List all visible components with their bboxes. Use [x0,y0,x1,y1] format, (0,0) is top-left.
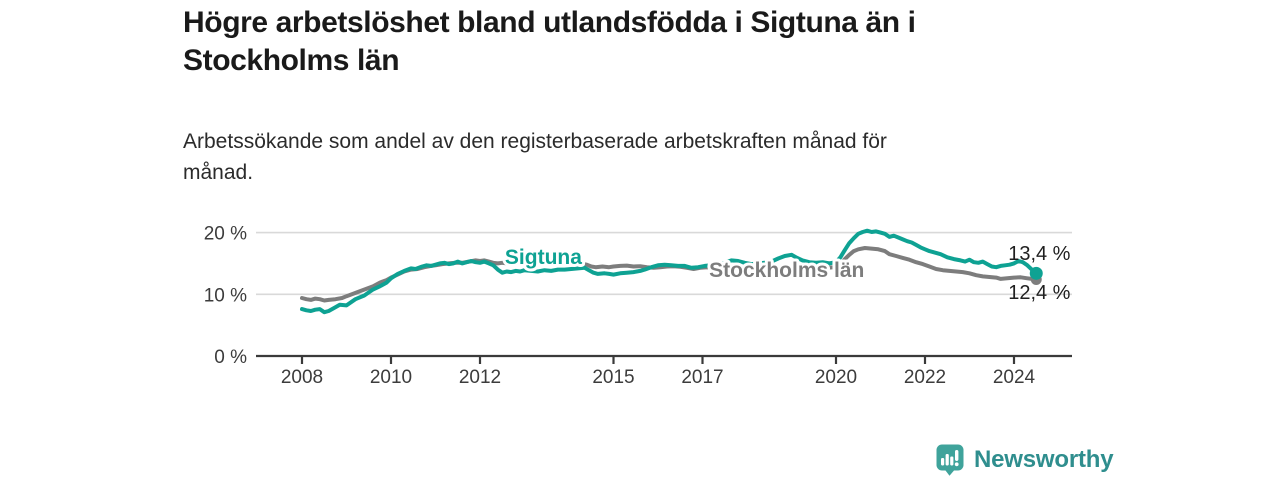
y-tick-label: 0 % [214,347,247,368]
x-tick-label: 2017 [681,367,723,388]
end-dot-sigtuna [1029,266,1043,280]
end-value-label-sigtuna: 13,4 % [1008,243,1070,265]
x-tick-label: 2022 [904,367,946,388]
chart-subtitle: Arbetssökande som andel av den registerb… [183,130,887,184]
newsworthy-wordmark: Newsworthy [974,446,1114,473]
x-tick-label: 2010 [370,367,412,388]
end-value-label-stockholms-lan: 12,4 % [1008,282,1070,304]
x-tick-label: 2020 [815,367,857,388]
newsworthy-bubble-chart-icon [936,444,964,476]
series-line-sigtuna [300,228,1039,315]
series-label-stockholms-lan: Stockholms län [709,259,864,282]
x-tick-label: 2015 [592,367,634,388]
y-tick-label: 20 % [204,224,247,245]
chart-title: Högre arbetslöshet bland utlandsfödda i … [183,6,916,77]
newsworthy-logo: Newsworthy [936,444,1114,476]
x-tick-label: 2008 [281,367,323,388]
x-tick-label: 2012 [459,367,501,388]
y-tick-label: 10 % [204,285,247,306]
x-tick-label: 2024 [993,367,1036,388]
series-line-stockholms-lan [300,246,1039,303]
series-label-sigtuna: Sigtuna [505,246,582,269]
